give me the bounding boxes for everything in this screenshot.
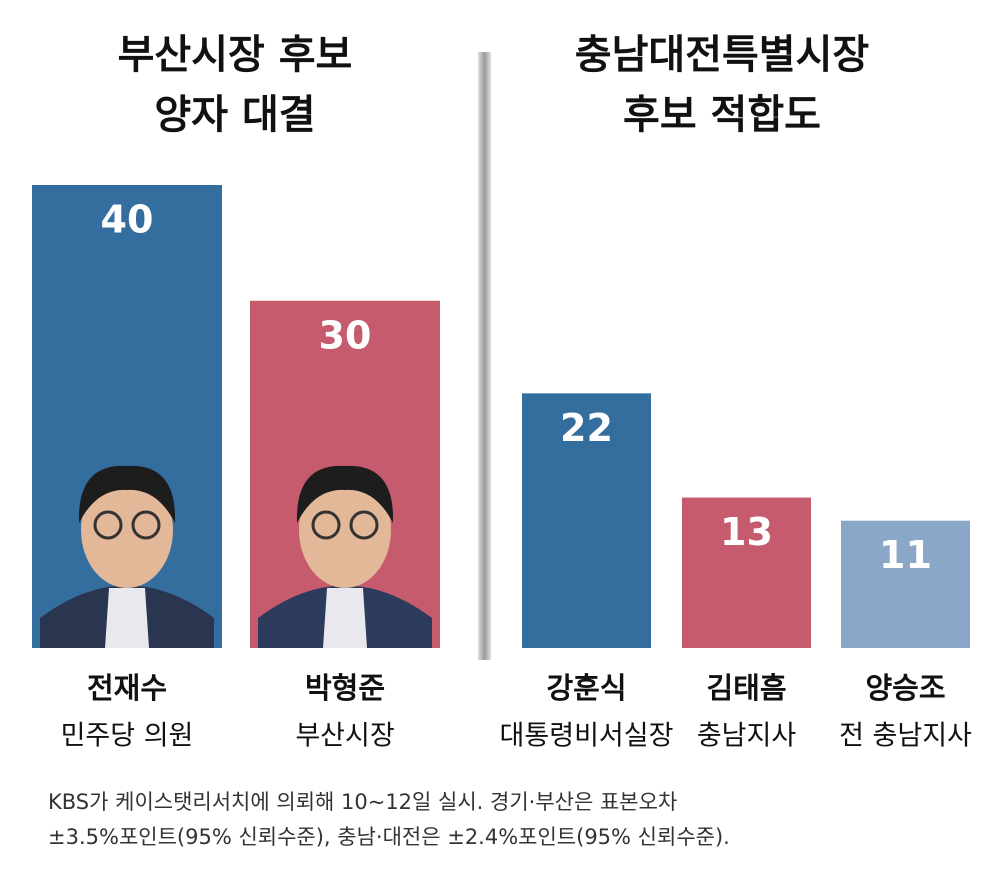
category-note: 대통령비서실장 <box>500 721 674 752</box>
chart-title: 후보 적합도 <box>623 92 821 138</box>
category-label: 강훈식 <box>546 671 626 705</box>
photo-shirt <box>323 588 367 648</box>
bar <box>522 393 651 648</box>
category-note: 민주당 의원 <box>61 721 194 752</box>
footnote: ±3.5%포인트(95% 신뢰수준), 충남·대전은 ±2.4%포인트(95% … <box>48 825 730 849</box>
photo-face <box>299 472 391 588</box>
divider <box>478 52 491 660</box>
photo-glasses <box>311 510 341 540</box>
value-label: 30 <box>319 313 372 357</box>
bar <box>841 520 970 648</box>
value-label: 11 <box>879 533 932 577</box>
footnote: KBS가 케이스탯리서치에 의뢰해 10~12일 실시. 경기·부산은 표본오차 <box>48 790 677 814</box>
value-label: 13 <box>720 510 773 554</box>
photo-hair <box>78 465 176 523</box>
category-note: 전 충남지사 <box>839 721 972 752</box>
photo-glasses <box>349 510 379 540</box>
category-label: 양승조 <box>865 671 945 705</box>
value-label: 40 <box>101 198 154 242</box>
photo <box>258 465 432 648</box>
photo-hair <box>296 465 394 523</box>
category-note: 충남지사 <box>697 721 797 752</box>
photo-shirt <box>105 588 149 648</box>
category-label: 박형준 <box>305 671 385 705</box>
value-label: 22 <box>560 406 613 450</box>
category-label: 김태흠 <box>706 671 786 705</box>
photo-glasses <box>93 510 123 540</box>
bar <box>682 497 811 648</box>
chart-title: 부산시장 후보 <box>118 32 353 78</box>
photo-glasses <box>131 510 161 540</box>
category-label: 전재수 <box>87 671 167 705</box>
chart-title: 충남대전특별시장 <box>575 32 870 78</box>
photo <box>40 465 214 648</box>
photo-face <box>81 472 173 588</box>
chart-title: 양자 대결 <box>154 92 315 138</box>
category-note: 부산시장 <box>295 721 394 752</box>
